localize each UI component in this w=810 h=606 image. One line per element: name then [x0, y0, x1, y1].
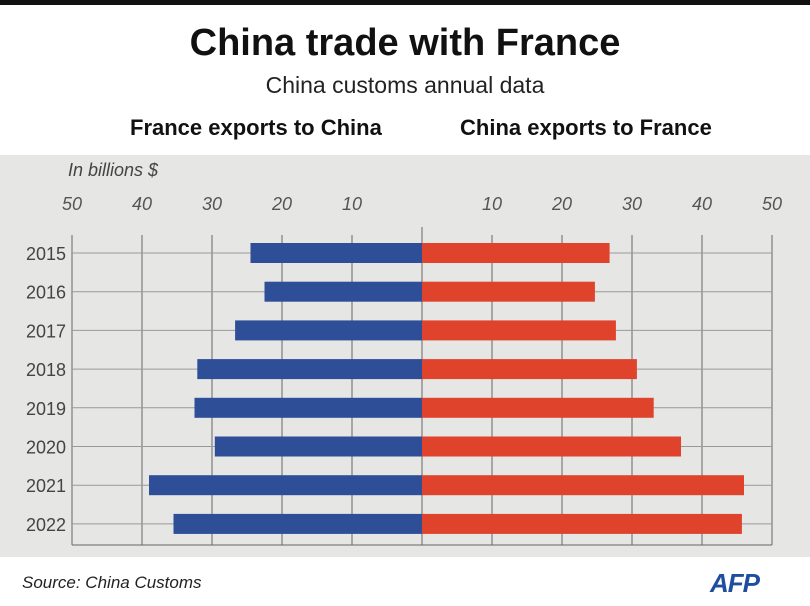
tick-label: 10	[342, 194, 362, 214]
tick-label: 30	[622, 194, 642, 214]
year-label: 2021	[26, 476, 66, 496]
bar-china-exports	[422, 436, 681, 457]
top-bar	[0, 0, 810, 5]
bar-france-exports	[250, 243, 422, 263]
bar-china-exports	[422, 513, 742, 534]
year-label: 2016	[26, 283, 66, 303]
bar-china-exports	[422, 397, 654, 418]
bar-china-exports	[422, 475, 744, 496]
bar-china-exports	[422, 359, 637, 380]
tick-label: 40	[692, 194, 712, 214]
bar-china-exports	[422, 281, 595, 302]
afp-logo: AFP	[710, 568, 760, 598]
tick-label: 50	[762, 194, 782, 214]
chart-subtitle: China customs annual data	[265, 72, 545, 98]
bar-france-exports	[264, 281, 422, 302]
tick-label: 10	[482, 194, 502, 214]
bar-france-exports	[197, 359, 422, 380]
year-label: 2020	[26, 438, 66, 458]
source-note: Source: China Customs	[22, 573, 202, 592]
year-label: 2017	[26, 321, 66, 341]
bar-france-exports	[173, 513, 422, 534]
bar-france-exports	[235, 320, 422, 341]
bar-france-exports	[214, 436, 422, 457]
tick-label: 50	[62, 194, 82, 214]
unit-label: In billions $	[68, 160, 159, 180]
left-series-header: France exports to China	[130, 115, 382, 140]
tick-label: 20	[551, 194, 572, 214]
year-label: 2019	[26, 399, 66, 419]
right-series-header: China exports to France	[460, 115, 712, 140]
chart-title: China trade with France	[189, 22, 621, 64]
bar-france-exports	[194, 397, 422, 418]
bar-china-exports	[422, 243, 610, 263]
year-label: 2015	[26, 244, 66, 264]
tick-label: 40	[132, 194, 152, 214]
year-label: 2018	[26, 360, 66, 380]
bar-france-exports	[149, 475, 422, 496]
bar-china-exports	[422, 320, 616, 341]
tick-label: 30	[202, 194, 222, 214]
year-label: 2022	[26, 515, 66, 535]
tick-label: 20	[271, 194, 292, 214]
